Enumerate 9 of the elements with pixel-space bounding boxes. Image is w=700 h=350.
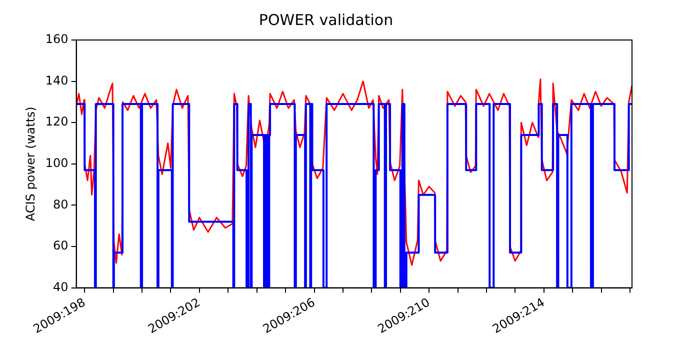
- y-tick-label: 80: [53, 197, 68, 212]
- y-tick-label: 40: [53, 280, 68, 294]
- y-tick-label: 140: [45, 73, 68, 88]
- y-tick-label: 60: [53, 238, 68, 253]
- y-axis-title: ACIS power (watts): [23, 106, 38, 222]
- y-tick-label: 120: [45, 114, 68, 129]
- y-tick-label: 100: [45, 156, 68, 170]
- y-tick-label: 160: [45, 32, 68, 46]
- chart-title: POWER validation: [258, 10, 394, 29]
